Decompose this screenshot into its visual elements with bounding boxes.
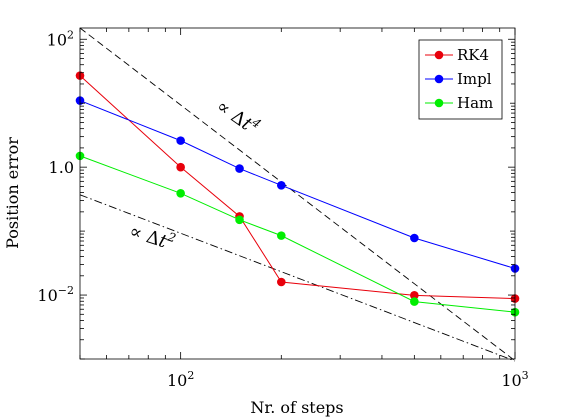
axis-ticks: 102 103 10−2 1.0 102 — [37, 28, 529, 390]
series-impl — [75, 96, 520, 273]
series-line-rk4 — [79, 75, 516, 300]
series-ham — [75, 151, 520, 317]
y-tick-label: 10−2 — [37, 284, 74, 305]
series-line-ham — [79, 155, 516, 313]
legend: RK4 Impl Ham — [418, 39, 503, 120]
legend-swatch-marker — [434, 50, 444, 60]
data-point-impl — [235, 164, 244, 173]
data-point-rk4 — [410, 291, 419, 300]
y-tick-label: 102 — [47, 28, 74, 49]
data-point-ham — [176, 189, 185, 198]
series-line-impl — [79, 100, 516, 269]
legend-entry-ham: Ham — [425, 94, 493, 112]
x-tick-label: 103 — [501, 369, 528, 390]
legend-entry-impl: Impl — [425, 70, 492, 88]
y-tick-label: 1.0 — [49, 158, 74, 177]
data-point-ham — [276, 231, 286, 240]
data-point-impl — [410, 233, 419, 243]
y-axis-label: Position error — [3, 137, 22, 249]
data-point-impl — [176, 136, 185, 145]
data-point-ham — [410, 297, 419, 306]
series-layer — [75, 71, 520, 317]
legend-label: Impl — [457, 70, 492, 88]
reference-line-2 — [79, 194, 516, 362]
reference-lines — [79, 27, 516, 362]
x-tick-label: 102 — [167, 369, 194, 390]
legend-label: Ham — [457, 94, 493, 112]
plot-frame — [79, 27, 516, 360]
x-axis-label: Nr. of steps — [250, 398, 343, 417]
reference-line-1 — [79, 27, 516, 362]
data-point-rk4 — [176, 162, 185, 172]
legend-swatch-marker — [434, 98, 444, 108]
data-point-impl — [276, 181, 286, 190]
legend-swatch-marker — [434, 74, 444, 84]
legend-entry-rk4: RK4 — [425, 46, 489, 64]
data-point-rk4 — [276, 277, 286, 287]
data-point-ham — [235, 215, 244, 225]
legend-label: RK4 — [457, 46, 489, 64]
